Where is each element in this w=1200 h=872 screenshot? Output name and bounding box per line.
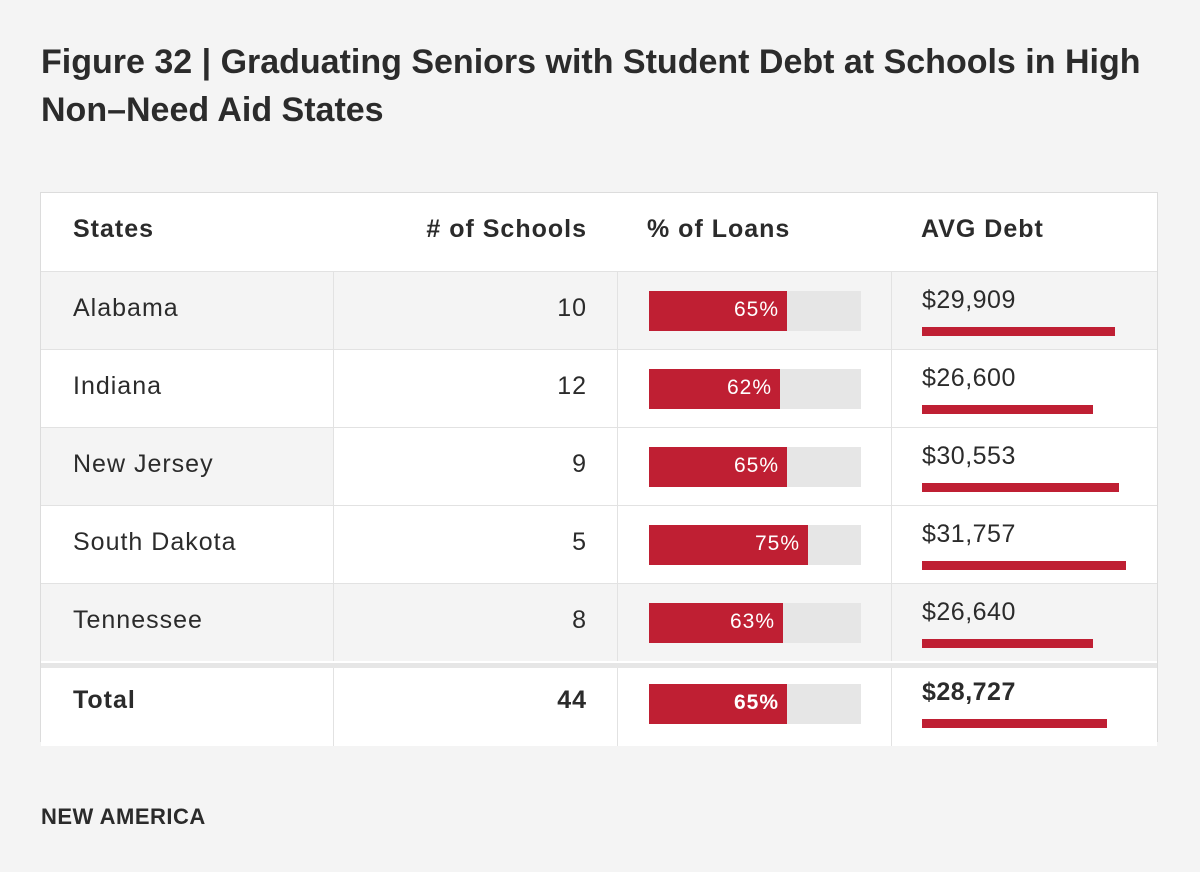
- debt-bar: [922, 327, 1115, 336]
- loan-bar-label: 63%: [729, 610, 775, 633]
- column-header-loans: % of Loans: [647, 215, 791, 243]
- schools-count: 10: [557, 294, 587, 322]
- total-debt-value: $28,727: [922, 678, 1016, 706]
- debt-bar: [922, 561, 1126, 570]
- total-loan-bar: 65%: [649, 684, 787, 724]
- loan-bar-track: 75%: [649, 525, 861, 565]
- table-row: Tennessee 8 63% $26,640: [41, 583, 1157, 661]
- loan-bar-track: 65%: [649, 291, 861, 331]
- chart-title: Figure 32 | Graduating Seniors with Stud…: [41, 43, 1141, 129]
- state-label: New Jersey: [73, 450, 214, 478]
- state-label: South Dakota: [73, 528, 237, 556]
- column-header-debt: AVG Debt: [921, 215, 1044, 243]
- column-header-states: States: [73, 215, 155, 243]
- loan-bar-label: 65%: [733, 298, 779, 321]
- loan-bar-track: 62%: [649, 369, 861, 409]
- loan-bar-track: 65%: [649, 447, 861, 487]
- brand-logo-text: NEW AMERICA: [41, 804, 206, 829]
- total-row: Total 44 65% $28,727: [41, 663, 1157, 746]
- state-label: Alabama: [73, 294, 179, 322]
- column-header-schools: # of Schools: [426, 215, 587, 243]
- debt-value: $29,909: [922, 286, 1016, 314]
- loan-bar-label: 62%: [726, 376, 772, 399]
- loan-bar: 62%: [649, 369, 780, 409]
- loan-bar: 65%: [649, 291, 787, 331]
- loan-bar-track: 65%: [649, 684, 861, 724]
- loan-bar-label: 65%: [733, 454, 779, 477]
- total-loan-bar-label: 65%: [733, 691, 779, 714]
- schools-count: 12: [557, 372, 587, 400]
- table-row: South Dakota 5 75% $31,757: [41, 505, 1157, 583]
- schools-count: 9: [572, 450, 587, 478]
- debt-bar: [922, 639, 1093, 648]
- debt-bar: [922, 483, 1119, 492]
- total-label: Total: [73, 686, 136, 714]
- total-debt-bar: [922, 719, 1107, 728]
- schools-count: 8: [572, 606, 587, 634]
- debt-value: $26,640: [922, 598, 1016, 626]
- loan-bar-track: 63%: [649, 603, 861, 643]
- table-row: Indiana 12 62% $26,600: [41, 349, 1157, 427]
- state-label: Tennessee: [73, 606, 203, 634]
- debt-bar: [922, 405, 1093, 414]
- loan-bar: 65%: [649, 447, 787, 487]
- table-header: States # of Schools % of Loans AVG Debt: [41, 193, 1157, 271]
- loan-bar: 75%: [649, 525, 808, 565]
- debt-value: $31,757: [922, 520, 1016, 548]
- state-label: Indiana: [73, 372, 163, 400]
- data-table: States # of Schools % of Loans AVG Debt …: [40, 192, 1158, 746]
- total-schools-count: 44: [557, 686, 587, 714]
- table-row: New Jersey 9 65% $30,553: [41, 427, 1157, 505]
- debt-value: $30,553: [922, 442, 1016, 470]
- loan-bar: 63%: [649, 603, 783, 643]
- loan-bar-label: 75%: [754, 532, 800, 555]
- debt-value: $26,600: [922, 364, 1016, 392]
- schools-count: 5: [572, 528, 587, 556]
- table-row: Alabama 10 65% $29,909: [41, 271, 1157, 349]
